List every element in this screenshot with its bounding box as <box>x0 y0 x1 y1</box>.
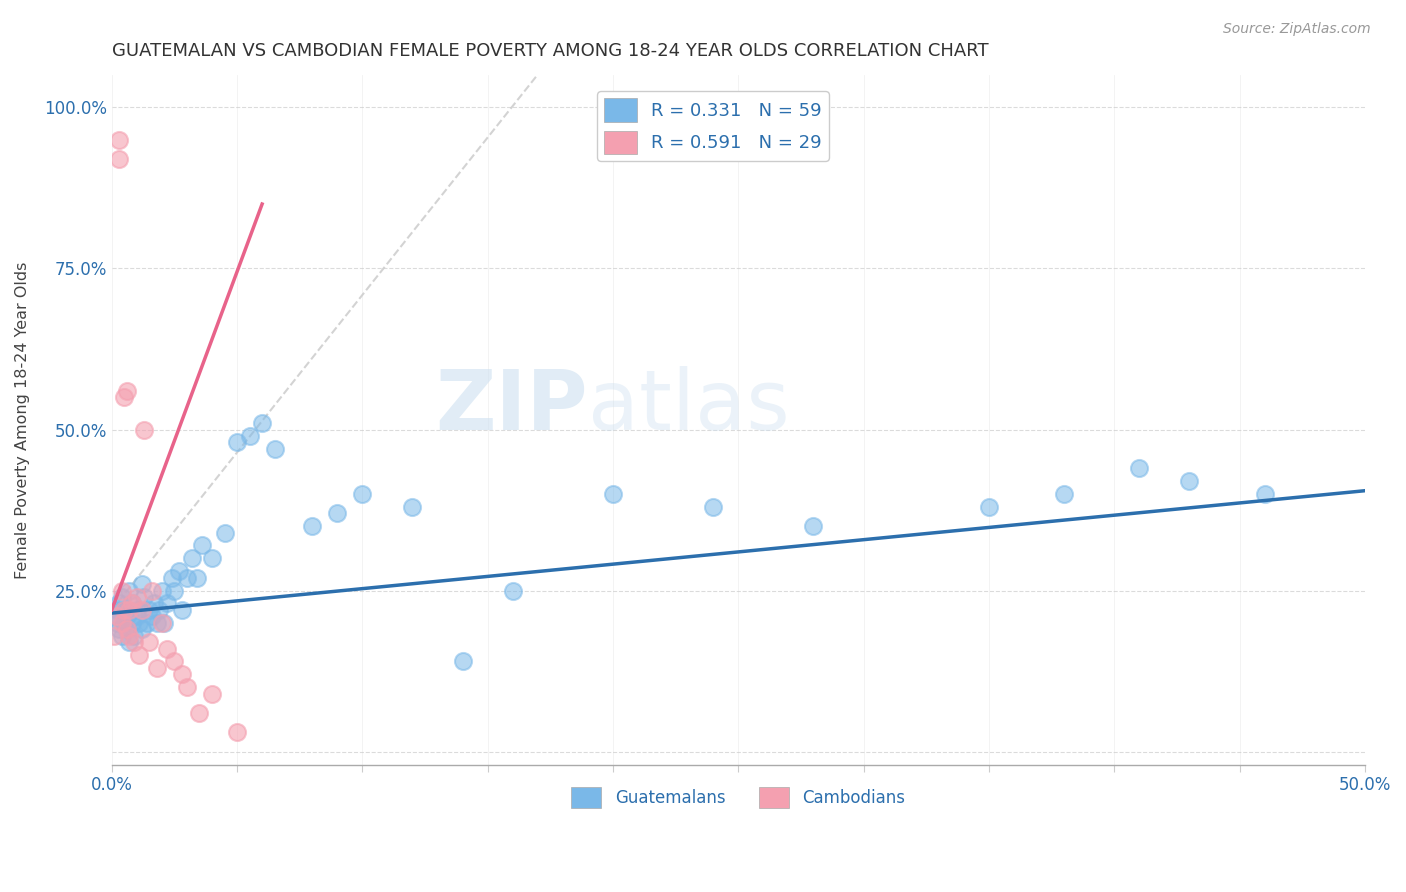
Point <box>112 603 135 617</box>
Point <box>702 500 724 514</box>
Point <box>115 384 138 398</box>
Point <box>121 597 143 611</box>
Point <box>186 571 208 585</box>
Point <box>602 487 624 501</box>
Point <box>263 442 285 456</box>
Point <box>138 635 160 649</box>
Point <box>121 615 143 630</box>
Point <box>160 571 183 585</box>
Point <box>125 603 148 617</box>
Point <box>131 577 153 591</box>
Point <box>163 583 186 598</box>
Point <box>170 603 193 617</box>
Point <box>105 615 128 630</box>
Point <box>401 500 423 514</box>
Point <box>250 416 273 430</box>
Point <box>138 603 160 617</box>
Point <box>1253 487 1275 501</box>
Point <box>143 597 166 611</box>
Point <box>121 597 143 611</box>
Point <box>170 667 193 681</box>
Point <box>108 597 131 611</box>
Point <box>111 615 134 630</box>
Point <box>226 725 249 739</box>
Point <box>124 629 146 643</box>
Point <box>111 583 134 598</box>
Point <box>118 629 141 643</box>
Legend: Guatemalans, Cambodians: Guatemalans, Cambodians <box>565 780 911 814</box>
Point <box>103 609 125 624</box>
Point <box>169 564 191 578</box>
Point <box>803 519 825 533</box>
Point <box>141 583 163 598</box>
Point <box>115 622 138 636</box>
Point <box>150 583 173 598</box>
Point <box>115 609 138 624</box>
Point <box>451 655 474 669</box>
Point <box>112 615 135 630</box>
Point <box>502 583 524 598</box>
Point <box>1178 474 1201 488</box>
Point <box>141 609 163 624</box>
Point <box>125 590 148 604</box>
Point <box>134 423 156 437</box>
Point <box>131 603 153 617</box>
Point <box>134 590 156 604</box>
Point <box>1053 487 1076 501</box>
Text: GUATEMALAN VS CAMBODIAN FEMALE POVERTY AMONG 18-24 YEAR OLDS CORRELATION CHART: GUATEMALAN VS CAMBODIAN FEMALE POVERTY A… <box>111 42 988 60</box>
Point <box>156 597 179 611</box>
Text: atlas: atlas <box>588 366 790 447</box>
Y-axis label: Female Poverty Among 18-24 Year Olds: Female Poverty Among 18-24 Year Olds <box>15 261 30 579</box>
Point <box>153 615 176 630</box>
Point <box>124 635 146 649</box>
Point <box>301 519 323 533</box>
Point <box>131 622 153 636</box>
Point <box>176 571 198 585</box>
Point <box>176 680 198 694</box>
Point <box>239 429 262 443</box>
Point <box>156 641 179 656</box>
Point <box>135 615 157 630</box>
Point <box>105 609 128 624</box>
Point <box>105 603 128 617</box>
Point <box>108 152 131 166</box>
Point <box>977 500 1000 514</box>
Text: Source: ZipAtlas.com: Source: ZipAtlas.com <box>1223 22 1371 37</box>
Point <box>128 648 150 662</box>
Point <box>201 687 224 701</box>
Point <box>326 506 349 520</box>
Point <box>103 629 125 643</box>
Point <box>146 661 169 675</box>
Point <box>118 583 141 598</box>
Point <box>181 551 204 566</box>
Point <box>111 629 134 643</box>
Point <box>118 603 141 617</box>
Point <box>150 615 173 630</box>
Text: ZIP: ZIP <box>436 366 588 447</box>
Point <box>146 615 169 630</box>
Point <box>115 622 138 636</box>
Point <box>214 525 236 540</box>
Point <box>112 390 135 404</box>
Point <box>352 487 374 501</box>
Point <box>108 622 131 636</box>
Point <box>1128 461 1150 475</box>
Point <box>111 590 134 604</box>
Point <box>191 539 214 553</box>
Point <box>128 615 150 630</box>
Point <box>188 706 211 720</box>
Point <box>226 435 249 450</box>
Point <box>112 603 135 617</box>
Point <box>201 551 224 566</box>
Point <box>108 133 131 147</box>
Point <box>125 609 148 624</box>
Point <box>148 603 170 617</box>
Point <box>118 635 141 649</box>
Point <box>163 655 186 669</box>
